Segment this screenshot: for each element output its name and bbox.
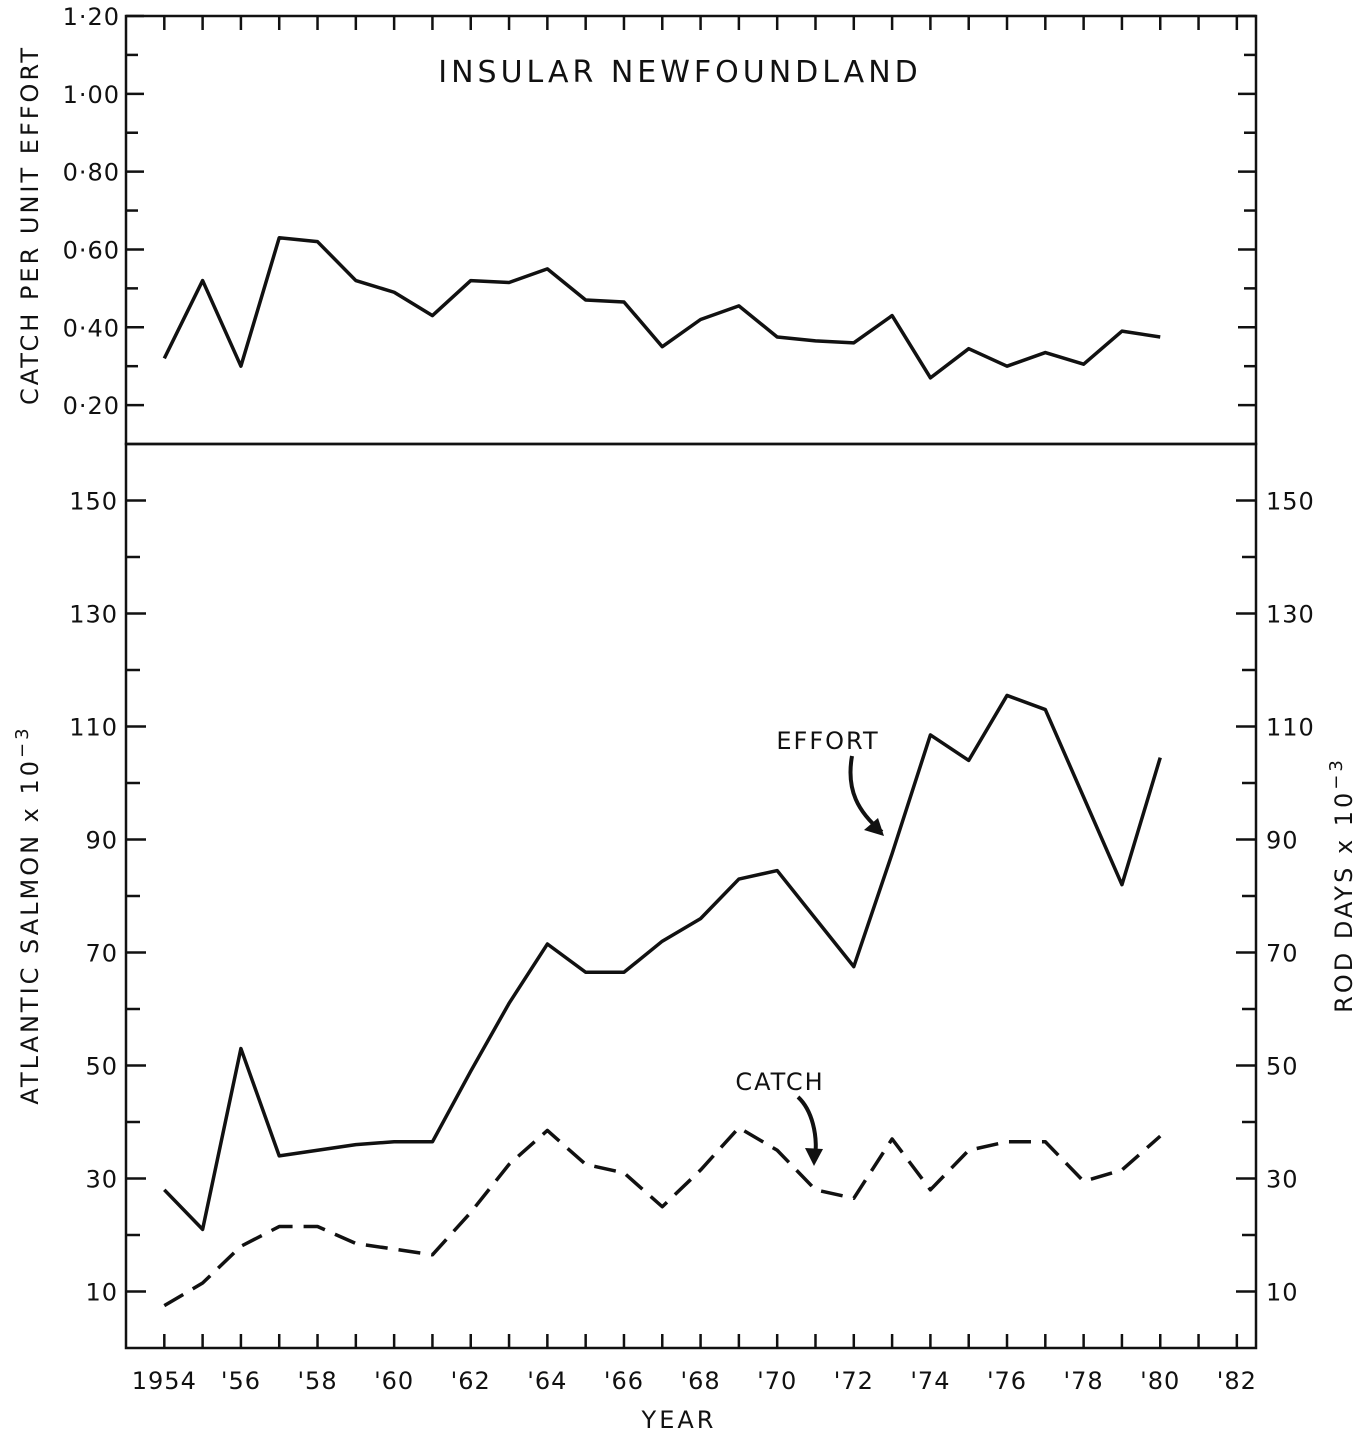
year-x-tick-label: '72	[834, 1367, 874, 1395]
year-x-tick-label: '70	[757, 1367, 797, 1395]
catch-annotation-arrowhead	[805, 1148, 823, 1166]
right-y-axis-label: ROD DAYS x 10−3	[1326, 757, 1359, 1013]
cpue-y-tick-label: 1·00	[63, 81, 120, 109]
catch-series-line	[163, 1125, 1162, 1308]
year-x-tick-label: '78	[1064, 1367, 1104, 1395]
year-x-tick-label: '66	[604, 1367, 644, 1395]
rod-days-y-tick-label: 150	[1266, 488, 1315, 516]
salmon-y-tick-label: 10	[85, 1279, 118, 1307]
right-y-axis-label-text: ROD DAYS x 10	[1330, 790, 1358, 1013]
salmon-y-tick-label: 30	[85, 1166, 118, 1194]
effort-annotation-arrowhead	[864, 818, 884, 836]
year-x-tick-label: '60	[374, 1367, 414, 1395]
cpue-y-tick-label: 1·20	[63, 3, 120, 31]
chart-title: INSULAR NEWFOUNDLAND	[438, 55, 922, 90]
salmon-y-tick-label: 110	[69, 714, 118, 742]
rod-days-y-tick-label: 130	[1266, 601, 1315, 629]
right-y-axis-exponent: −3	[1326, 757, 1347, 790]
year-x-tick-label: '76	[987, 1367, 1027, 1395]
left-y-axis-exponent: −3	[12, 725, 33, 758]
salmon-y-tick-label: 150	[69, 488, 118, 516]
rod-days-y-tick-label: 70	[1266, 940, 1299, 968]
cpue-y-axis-label: CATCH PER UNIT EFFORT	[16, 45, 44, 405]
salmon-left-y-tick-labels: 10 30 50 70 90 110 130 150	[69, 488, 118, 1307]
salmon-y-tick-label: 130	[69, 601, 118, 629]
cpue-y-tick-labels: 0·20 0·40 0·60 0·80 1·00 1·20	[63, 3, 120, 420]
cpue-y-tick-label: 0·60	[63, 236, 120, 264]
year-x-tick-label: '68	[681, 1367, 721, 1395]
cpue-tick-marks	[126, 14, 1256, 407]
cpue-y-tick-label: 0·80	[63, 159, 120, 187]
x-axis-label: YEAR	[641, 1406, 717, 1434]
salmon-y-tick-label: 70	[85, 940, 118, 968]
rod-days-y-tick-label: 50	[1266, 1053, 1299, 1081]
salmon-tick-marks	[126, 499, 1256, 1348]
year-x-tick-label: '64	[527, 1367, 567, 1395]
rod-days-y-tick-label: 90	[1266, 827, 1299, 855]
cpue-panel: 0·20 0·40 0·60 0·80 1·00 1·20 INSULAR NEWFOUN…	[16, 3, 1258, 446]
year-x-tick-labels: 1954 '56 '58 '60 '62 '64 '66 '68 '70 '72 '74 '76 '78…	[132, 1367, 1257, 1395]
left-y-axis-label: ATLANTIC SALMON x 10−3	[12, 725, 45, 1104]
rod-days-y-tick-label: 110	[1266, 714, 1315, 742]
cpue-y-tick-label: 0·20	[63, 392, 120, 420]
cpue-y-tick-label: 0·40	[63, 314, 120, 342]
rod-days-y-tick-label: 10	[1266, 1279, 1299, 1307]
rod-days-y-tick-label: 30	[1266, 1166, 1299, 1194]
salmon-plot-frame	[124, 442, 1258, 1350]
salmon-y-tick-label: 90	[85, 827, 118, 855]
year-x-tick-label: '62	[451, 1367, 491, 1395]
year-x-tick-label: '56	[221, 1367, 261, 1395]
catch-annotation: CATCH	[735, 1068, 824, 1096]
effort-annotation: EFFORT	[776, 727, 879, 755]
year-x-tick-label: 1954	[132, 1367, 197, 1395]
rod-days-right-y-tick-labels: 10 30 50 70 90 110 130 150	[1266, 488, 1315, 1307]
salmon-y-tick-label: 50	[85, 1053, 118, 1081]
year-x-tick-label: '58	[297, 1367, 337, 1395]
effort-series-line	[163, 693, 1162, 1232]
left-y-axis-label-text: ATLANTIC SALMON x 10	[16, 758, 44, 1105]
year-x-tick-label: '82	[1217, 1367, 1257, 1395]
year-x-tick-label: '80	[1140, 1367, 1180, 1395]
year-x-tick-label: '74	[910, 1367, 950, 1395]
cpue-series-line	[162, 236, 1161, 380]
